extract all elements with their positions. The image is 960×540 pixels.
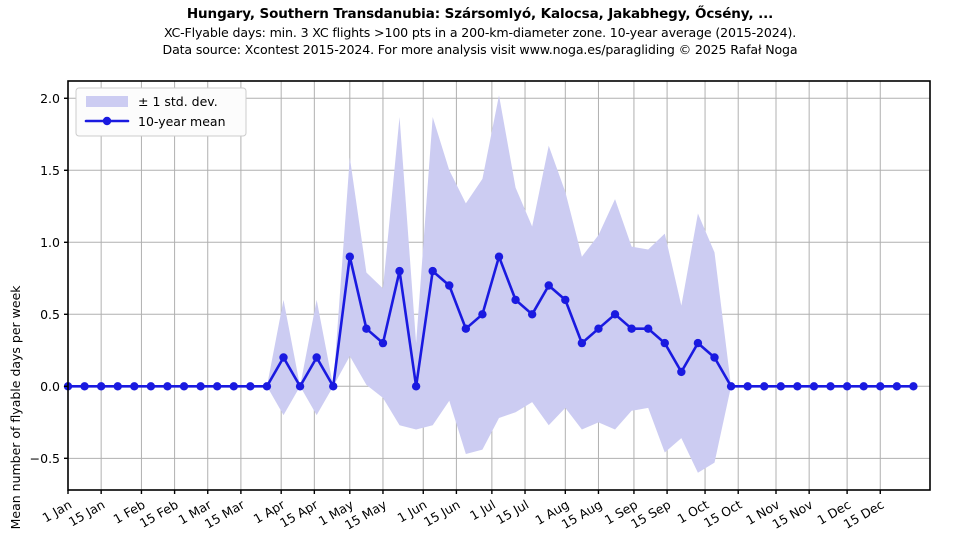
x-tick-label: 15 Apr <box>277 496 321 530</box>
x-tick-label: 15 Jun <box>421 497 463 530</box>
data-point <box>594 324 603 333</box>
y-tick-label: −0.5 <box>30 451 60 466</box>
x-tick-label: 15 Oct <box>701 497 745 531</box>
data-point <box>130 382 139 391</box>
data-point <box>445 281 454 290</box>
data-point <box>461 324 471 333</box>
data-point <box>610 310 620 319</box>
x-tick-label: 1 Jul <box>467 497 498 523</box>
page-title: Hungary, Southern Transdanubia: Szársoml… <box>186 6 774 22</box>
data-point <box>511 295 520 305</box>
data-point <box>826 382 835 391</box>
data-point <box>660 338 669 348</box>
data-point <box>693 338 703 348</box>
data-point <box>726 382 736 391</box>
data-point <box>295 382 305 391</box>
x-tick-label: 15 Jan <box>66 497 107 530</box>
data-point <box>793 382 802 391</box>
data-point <box>196 382 205 391</box>
data-point <box>842 382 852 391</box>
y-axis-title: Mean number of flyable days per week <box>8 285 23 530</box>
data-point <box>859 382 868 391</box>
y-tick-label: 2.0 <box>40 91 60 106</box>
data-point <box>262 382 272 391</box>
data-point <box>362 324 371 333</box>
data-point <box>561 295 570 305</box>
chart-subtitle-1: XC-Flyable days: min. 3 XC flights >100 … <box>163 25 797 40</box>
data-point <box>760 382 769 391</box>
data-point <box>743 382 752 391</box>
chart-subtitle-2: Data source: Xcontest 2015-2024. For mor… <box>162 42 798 57</box>
legend-swatch-band <box>86 96 128 107</box>
legend-label-mean: 10-year mean <box>138 114 226 129</box>
data-point <box>179 382 189 391</box>
mean-markers <box>63 252 918 391</box>
x-tick-label: 15 Jul <box>493 497 531 527</box>
y-axis: −0.5 0.0 0.5 1.0 1.5 2.0 <box>30 91 68 466</box>
data-point <box>876 382 885 391</box>
data-point <box>892 382 902 391</box>
data-point <box>329 382 338 391</box>
data-point <box>544 281 553 290</box>
data-point <box>809 382 819 391</box>
data-point <box>146 382 156 391</box>
data-point <box>627 324 636 333</box>
data-point <box>378 338 388 348</box>
axes-frame <box>67 80 931 491</box>
data-point <box>345 252 355 261</box>
data-point <box>527 310 537 319</box>
y-tick-label: 0.5 <box>40 307 60 322</box>
legend-swatch-marker <box>102 116 112 126</box>
legend-label-band: ± 1 std. dev. <box>138 94 218 109</box>
data-point <box>246 382 255 391</box>
data-point <box>229 382 238 391</box>
data-point <box>312 353 321 362</box>
data-point <box>577 338 587 348</box>
data-point <box>411 382 421 391</box>
data-point <box>212 382 222 391</box>
data-point <box>395 266 404 276</box>
data-point <box>776 382 786 391</box>
data-point <box>478 310 487 319</box>
data-point <box>113 382 122 391</box>
y-tick-label: 0.0 <box>40 379 60 394</box>
y-tick-label: 1.5 <box>40 163 60 178</box>
data-point <box>80 382 89 391</box>
y-tick-label: 1.0 <box>40 235 60 250</box>
data-point <box>163 382 172 391</box>
data-point <box>643 324 653 333</box>
data-point <box>909 382 918 391</box>
data-point <box>96 382 106 391</box>
mean-line <box>66 255 915 388</box>
data-point <box>428 266 437 276</box>
data-point <box>677 367 686 377</box>
data-point <box>494 252 504 261</box>
x-tick-label: 15 Feb <box>137 497 181 531</box>
data-point <box>279 353 288 362</box>
data-point <box>710 353 719 362</box>
legend: ± 1 std. dev. 10-year mean <box>75 87 247 137</box>
title-block: Hungary, Southern Transdanubia: Szársoml… <box>0 0 960 57</box>
